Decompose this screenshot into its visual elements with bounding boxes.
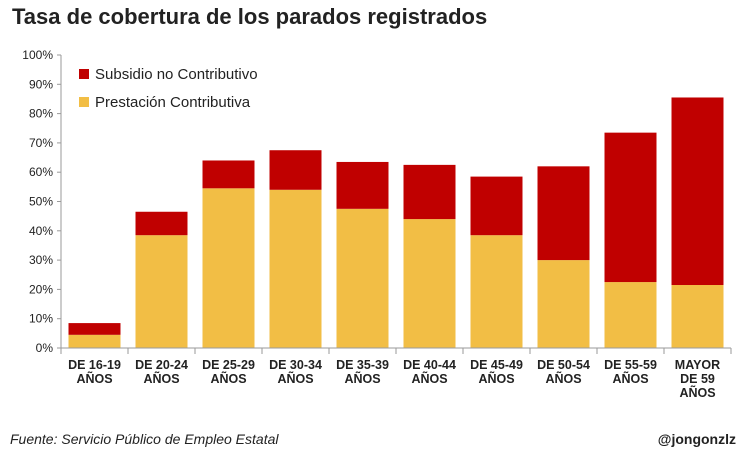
bar-segment-prestacion	[537, 260, 590, 348]
bar-segment-subsidio	[202, 160, 255, 189]
legend-swatch	[79, 69, 89, 79]
x-tick-label: DE 55-59	[604, 358, 657, 372]
x-tick-label: AÑOS	[545, 371, 581, 386]
bar-segment-prestacion	[403, 219, 456, 348]
bar-segment-subsidio	[68, 323, 121, 335]
y-tick-label: 70%	[29, 136, 53, 150]
y-tick-label: 90%	[29, 77, 53, 91]
y-tick-label: 30%	[29, 253, 53, 267]
bar-segment-prestacion	[336, 208, 389, 348]
bar-segment-subsidio	[403, 164, 456, 220]
author-handle: @jongonzlz	[657, 431, 736, 447]
x-tick-label: DE 45-49	[470, 358, 523, 372]
x-tick-label: DE 40-44	[403, 358, 456, 372]
x-tick-label: AÑOS	[143, 371, 179, 386]
legend-label: Prestación Contributiva	[95, 94, 251, 111]
x-tick-label: MAYOR	[675, 358, 720, 372]
bar-segment-prestacion	[68, 334, 121, 348]
y-tick-label: 0%	[36, 341, 54, 355]
legend-swatch	[79, 97, 89, 107]
x-tick-label: AÑOS	[679, 385, 715, 400]
x-tick-label: DE 30-34	[269, 358, 322, 372]
bar-segment-subsidio	[537, 166, 590, 261]
bar-segment-prestacion	[202, 188, 255, 348]
y-tick-label: 20%	[29, 282, 53, 296]
bar-segment-prestacion	[269, 189, 322, 348]
bar-segment-subsidio	[135, 211, 188, 236]
x-tick-label: DE 16-19	[68, 358, 121, 372]
x-tick-label: DE 50-54	[537, 358, 590, 372]
y-tick-label: 100%	[22, 48, 53, 62]
legend-label: Subsidio no Contributivo	[95, 66, 258, 83]
bar-segment-prestacion	[135, 235, 188, 348]
x-tick-label: DE 20-24	[135, 358, 188, 372]
x-tick-label: AÑOS	[612, 371, 648, 386]
bar-segment-subsidio	[604, 132, 657, 283]
x-tick-label: DE 59	[680, 372, 715, 386]
chart-title: Tasa de cobertura de los parados registr…	[12, 4, 488, 29]
y-tick-label: 40%	[29, 224, 53, 238]
x-tick-label: AÑOS	[478, 371, 514, 386]
x-tick-label: AÑOS	[210, 371, 246, 386]
bar-segment-prestacion	[470, 235, 523, 348]
bar-segment-prestacion	[604, 282, 657, 348]
bar-segment-subsidio	[470, 176, 523, 236]
x-tick-label: AÑOS	[277, 371, 313, 386]
bar-segment-subsidio	[671, 97, 724, 286]
x-tick-label: AÑOS	[76, 371, 112, 386]
bar-segment-subsidio	[269, 150, 322, 190]
x-tick-label: AÑOS	[411, 371, 447, 386]
x-tick-label: DE 25-29	[202, 358, 255, 372]
source-note: Fuente: Servicio Público de Empleo Estat…	[10, 431, 279, 447]
x-tick-label: AÑOS	[344, 371, 380, 386]
y-tick-label: 60%	[29, 165, 53, 179]
y-tick-label: 50%	[29, 195, 53, 209]
bar-segment-subsidio	[336, 161, 389, 209]
x-tick-label: DE 35-39	[336, 358, 389, 372]
y-tick-label: 10%	[29, 312, 53, 326]
y-tick-label: 80%	[29, 107, 53, 121]
bar-segment-prestacion	[671, 285, 724, 348]
